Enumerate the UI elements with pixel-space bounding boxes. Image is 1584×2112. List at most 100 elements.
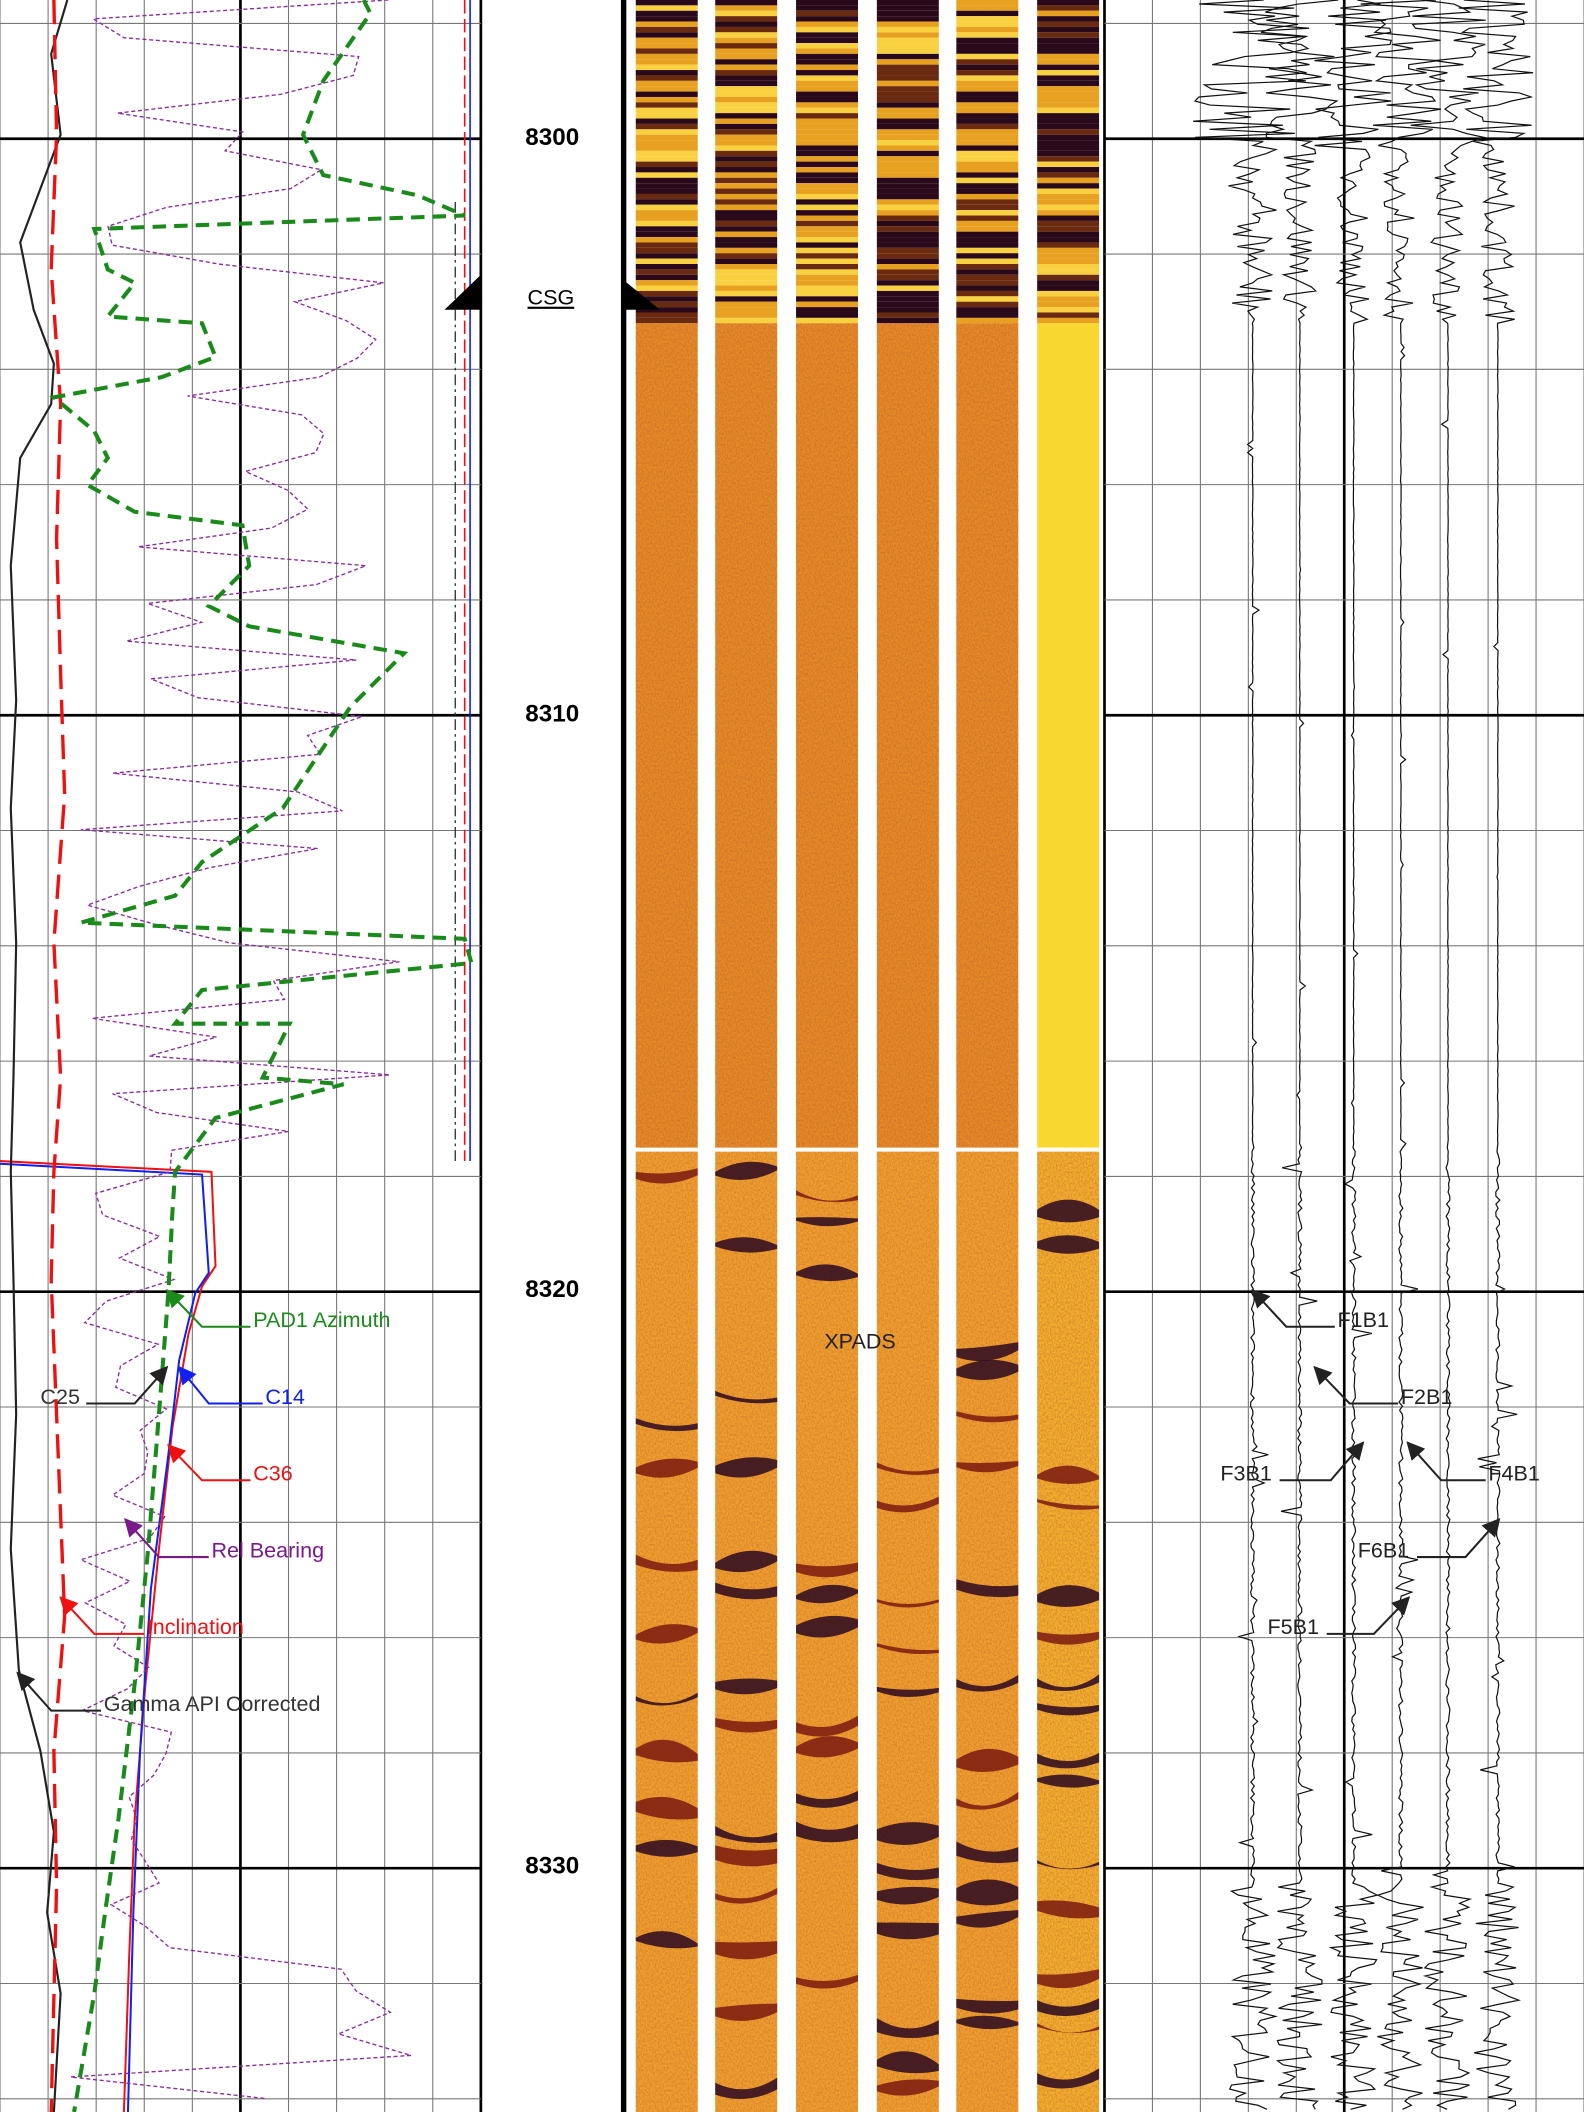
image-band [956, 226, 1018, 231]
image-band [715, 167, 777, 172]
image-band [956, 275, 1018, 280]
image-band [1037, 145, 1099, 150]
image-band [956, 102, 1018, 107]
image-band [877, 205, 939, 210]
image-band [956, 286, 1018, 291]
image-band [956, 189, 1018, 194]
image-band [636, 48, 698, 53]
leader [86, 1367, 167, 1403]
image-band [715, 269, 777, 274]
image-band [715, 32, 777, 37]
image-band [1037, 43, 1099, 48]
image-band [715, 178, 777, 183]
image-band [636, 38, 698, 43]
image-band [636, 232, 698, 237]
image-band [715, 140, 777, 145]
image-band [956, 140, 1018, 145]
image-band [1037, 205, 1099, 210]
image-band [796, 237, 858, 242]
image-band [715, 5, 777, 10]
image-band [877, 27, 939, 32]
image-band [877, 43, 939, 48]
image-band [636, 70, 698, 75]
leader [167, 1290, 251, 1326]
leader [1253, 1290, 1335, 1326]
curve-label: Gamma API Corrected [104, 1691, 321, 1716]
image-band [715, 54, 777, 59]
image-band [1037, 248, 1099, 253]
image-band [877, 70, 939, 75]
image-band [796, 0, 858, 5]
image-band [636, 81, 698, 86]
image-band [636, 291, 698, 296]
image-band [877, 318, 939, 323]
image-band [1037, 0, 1099, 5]
image-band [636, 102, 698, 107]
image-band [636, 0, 698, 5]
image-band [956, 124, 1018, 129]
image-band [796, 178, 858, 183]
image-band [877, 75, 939, 80]
image-band [1037, 119, 1099, 124]
image-band [796, 286, 858, 291]
image-band [715, 221, 777, 226]
image-band [1037, 75, 1099, 80]
image-band [956, 32, 1018, 37]
image-band [636, 221, 698, 226]
image-band [956, 253, 1018, 258]
image-band [636, 140, 698, 145]
image-band [877, 38, 939, 43]
image-band [877, 97, 939, 102]
image-band [796, 11, 858, 16]
image-band [1037, 38, 1099, 43]
image-band [796, 242, 858, 247]
image-band [877, 135, 939, 140]
image-band [636, 54, 698, 59]
image-band [877, 253, 939, 258]
image-band [1037, 5, 1099, 10]
image-band [796, 48, 858, 53]
image-band [1037, 129, 1099, 134]
image-band [715, 27, 777, 32]
image-band [636, 27, 698, 32]
image-band [715, 113, 777, 118]
image-band [877, 11, 939, 16]
image-band [636, 183, 698, 188]
image-noise [877, 323, 939, 1147]
image-band [715, 302, 777, 307]
image-band [1037, 183, 1099, 188]
image-band [1037, 48, 1099, 53]
image-band [956, 5, 1018, 10]
image-band [956, 183, 1018, 188]
image-band [796, 183, 858, 188]
image-band [796, 259, 858, 264]
image-band [636, 32, 698, 37]
image-band [636, 86, 698, 91]
image-band [877, 16, 939, 21]
image-band [956, 151, 1018, 156]
image-band [636, 151, 698, 156]
image-band [1037, 189, 1099, 194]
image-band [1037, 216, 1099, 221]
image-band [796, 145, 858, 150]
image-band [796, 22, 858, 27]
image-band [1037, 22, 1099, 27]
image-band [796, 124, 858, 129]
image-band [715, 248, 777, 253]
image-band [796, 113, 858, 118]
image-band [956, 210, 1018, 215]
image-band [636, 59, 698, 64]
image-band [715, 97, 777, 102]
image-band [796, 65, 858, 70]
image-band [877, 275, 939, 280]
image-band [877, 156, 939, 161]
image-band [715, 75, 777, 80]
image-band [715, 210, 777, 215]
image-band [796, 291, 858, 296]
leader [179, 1367, 263, 1403]
image-band [1037, 253, 1099, 258]
image-band [877, 151, 939, 156]
image-band [877, 32, 939, 37]
image-band [796, 27, 858, 32]
image-band [796, 264, 858, 269]
